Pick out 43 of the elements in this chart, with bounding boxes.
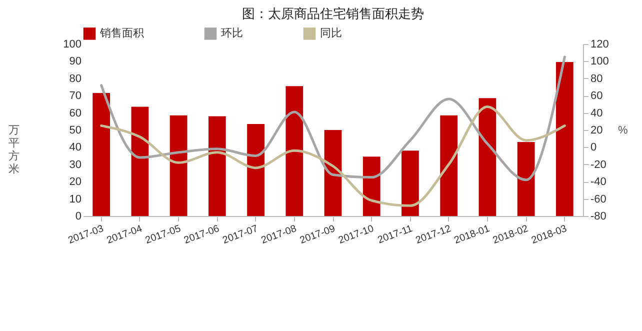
y2-tick-label: 80 (590, 72, 603, 85)
y-tick-label: 40 (69, 142, 82, 154)
y-tick-label: 80 (69, 72, 82, 85)
y-tick-label: 50 (69, 124, 82, 136)
bar (517, 142, 535, 216)
bar (170, 115, 188, 216)
bar (131, 106, 149, 216)
y2-tick-label: 40 (590, 107, 603, 120)
y2-axis-title: % (618, 124, 628, 136)
line-series (100, 106, 566, 207)
bar (440, 115, 458, 216)
bar (556, 62, 574, 216)
y2-tick-label: 60 (590, 90, 603, 102)
y-tick-label: 90 (69, 56, 82, 68)
bar (362, 156, 380, 216)
bar (247, 124, 264, 216)
bar (402, 150, 419, 216)
bar (286, 86, 304, 216)
bar (324, 130, 342, 216)
y-tick-label: 70 (69, 90, 82, 102)
y2-tick-label: -20 (590, 158, 606, 171)
y-tick-label: 60 (69, 107, 82, 120)
y2-tick-label: 20 (590, 124, 603, 136)
legend-label: 销售面积 (99, 28, 144, 40)
bar (92, 93, 110, 216)
y2-tick-label: 120 (590, 38, 609, 50)
y2-tick-label: 0 (590, 142, 597, 154)
bar (478, 98, 496, 216)
chart-title: 图：太原商品住宅销售面积走势 (242, 6, 424, 21)
y2-tick-label: -80 (590, 210, 606, 222)
y2-tick-label: -60 (590, 193, 606, 206)
legend-label: 环比 (221, 26, 243, 40)
line-series (100, 56, 566, 182)
y-tick-label: 0 (75, 210, 82, 222)
y-tick-label: 100 (63, 38, 82, 50)
y-tick-label: 20 (69, 176, 82, 188)
y-tick-label: 30 (69, 158, 82, 171)
y2-tick-label: 100 (590, 56, 609, 68)
y2-tick-label: -40 (590, 176, 606, 188)
legend-label: 同比 (320, 26, 342, 40)
bar (208, 116, 226, 216)
y-tick-label: 10 (69, 193, 82, 206)
y-axis-title: 万平方米 (8, 124, 20, 176)
